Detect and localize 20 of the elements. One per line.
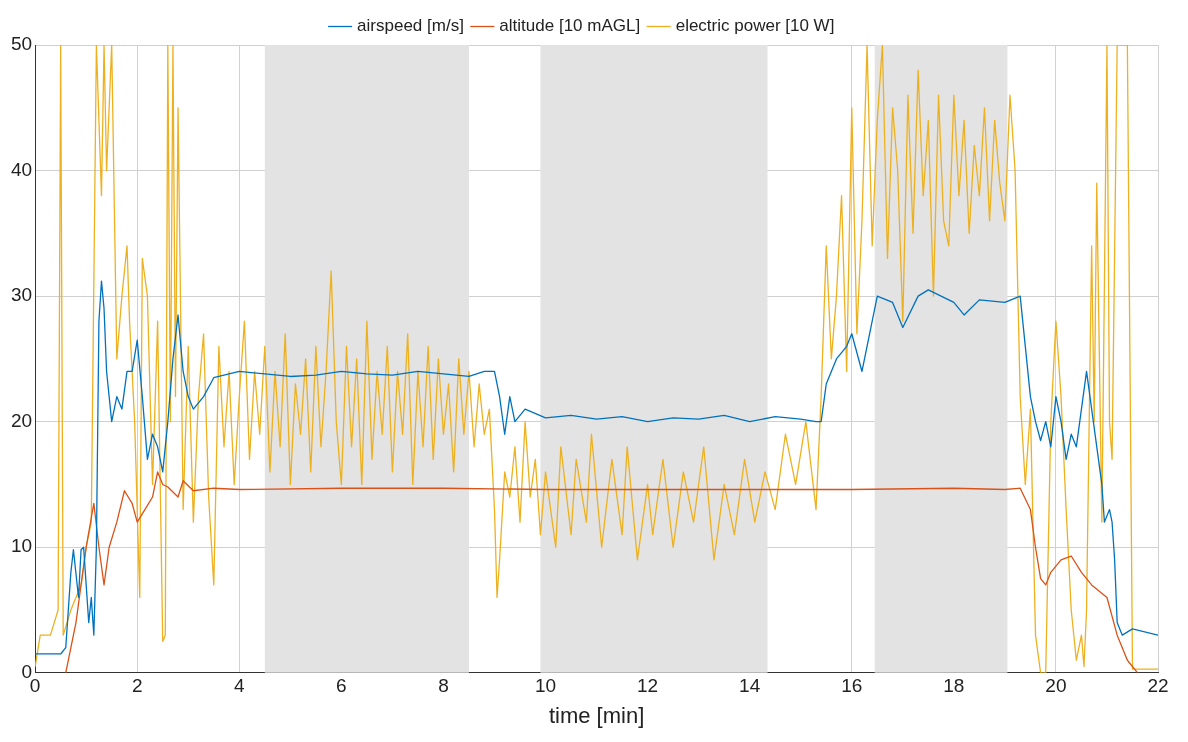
y-tick-label: 30 [10, 284, 33, 306]
x-tick-label: 10 [534, 675, 557, 697]
y-tick-label: 10 [10, 535, 33, 557]
legend-label: airspeed [m/s] [357, 16, 464, 36]
x-tick-label: 8 [438, 675, 449, 697]
y-tick-label: 50 [10, 33, 33, 55]
x-tick-label: 4 [234, 675, 245, 697]
legend-label: electric power [10 W] [675, 16, 835, 36]
x-tick-label: 16 [841, 675, 863, 697]
x-tick-label: 6 [336, 675, 347, 697]
x-axis-title: time [min] [548, 702, 645, 728]
x-tick-label: 22 [1147, 675, 1169, 697]
x-tick-label: 2 [131, 675, 143, 697]
x-tick-label: 20 [1045, 675, 1067, 697]
x-tick-label: 14 [739, 675, 761, 697]
x-tick-label: 18 [943, 675, 965, 697]
legend-label: altitude [10 mAGL] [499, 16, 641, 36]
y-tick-label: 40 [10, 158, 33, 180]
y-tick-label: 20 [10, 409, 33, 431]
x-tick-label: 12 [637, 675, 659, 697]
